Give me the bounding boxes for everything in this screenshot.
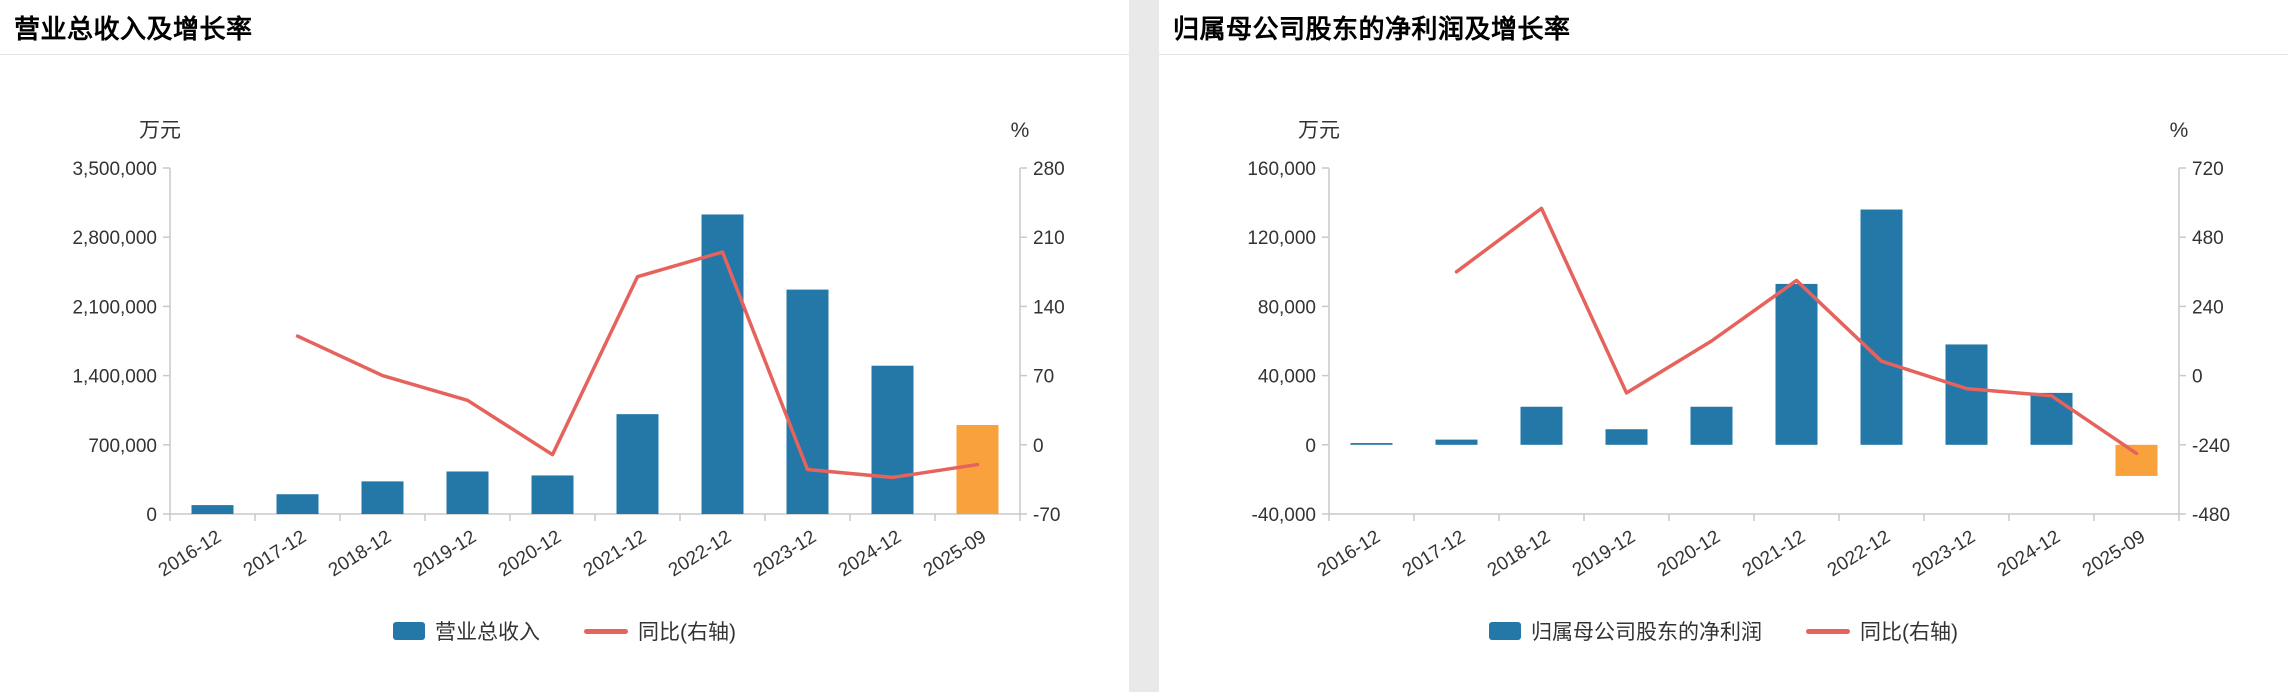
bar-2016-12[interactable]	[1350, 443, 1393, 445]
revenue-chart-legend: 营业总收入 同比(右轴)	[0, 611, 1129, 651]
bar-2022-12[interactable]	[1860, 209, 1903, 445]
legend-item-yoy[interactable]: 同比(右轴)	[1806, 616, 1958, 646]
x-axis-category-label: 2018-12	[1484, 526, 1554, 581]
x-axis-category-label: 2024-12	[835, 526, 905, 581]
bar-2022-12[interactable]	[701, 214, 744, 514]
line-swatch-icon	[584, 628, 628, 634]
bar-2021-12[interactable]	[1775, 283, 1818, 445]
x-axis-category-label: 2021-12	[580, 526, 650, 581]
growth-rate-line[interactable]	[1454, 206, 2139, 456]
right-axis-tick-label: -240	[2192, 436, 2230, 457]
left-axis-tick-label: 160,000	[1247, 159, 1316, 180]
x-axis-category-label: 2024-12	[1994, 526, 2064, 581]
revenue-chart-title: 营业总收入及增长率	[14, 13, 253, 44]
x-axis-category-label: 2023-12	[1909, 526, 1979, 581]
right-axis-tick-label: 70	[1033, 367, 1054, 388]
left-axis-tick-label: 700,000	[88, 436, 157, 457]
left-axis-tick-label: -40,000	[1252, 505, 1316, 526]
bar-swatch-icon	[1489, 622, 1521, 640]
left-axis-tick-label: 0	[1305, 436, 1316, 457]
x-axis-category-label: 2022-12	[1824, 526, 1894, 581]
x-axis-category-label: 2023-12	[750, 526, 820, 581]
bar-2025-09[interactable]	[956, 425, 999, 514]
line-swatch-icon	[1806, 628, 1850, 634]
x-axis-category-label: 2019-12	[1569, 526, 1639, 581]
bar-2020-12[interactable]	[531, 475, 574, 514]
left-axis-tick-label: 80,000	[1258, 297, 1316, 318]
x-axis-category-label: 2018-12	[325, 526, 395, 581]
legend-label-yoy: 同比(右轴)	[1860, 621, 1958, 644]
net-profit-chart-panel: 归属母公司股东的净利润及增长率 万元% -40,000 0 40,000 80,000 1…	[1159, 0, 2288, 692]
left-axis-tick-label: 0	[146, 505, 157, 526]
bar-2019-12[interactable]	[1605, 429, 1648, 445]
bar-2023-12[interactable]	[1945, 344, 1988, 445]
net-profit-chart-header: 归属母公司股东的净利润及增长率	[1159, 0, 2288, 55]
right-axis-tick-label: 480	[2192, 228, 2224, 249]
right-axis-tick-label: 140	[1033, 297, 1065, 318]
left-axis-tick-label: 2,800,000	[72, 228, 157, 249]
x-axis-category-label: 2025-09	[2079, 526, 2149, 581]
bar-2024-12[interactable]	[871, 365, 914, 514]
left-axis-tick-label: 3,500,000	[72, 159, 157, 180]
legend-item-net-profit[interactable]: 归属母公司股东的净利润	[1489, 616, 1762, 646]
left-axis-tick-label: 1,400,000	[72, 367, 157, 388]
net-profit-chart-legend: 归属母公司股东的净利润 同比(右轴)	[1159, 611, 2288, 651]
left-axis-unit-label: 万元	[1298, 119, 1340, 142]
x-axis-category-label: 2016-12	[1314, 526, 1384, 581]
legend-label-revenue: 营业总收入	[435, 621, 540, 644]
x-axis-category-label: 2021-12	[1739, 526, 1809, 581]
x-axis-category-label: 2022-12	[665, 526, 735, 581]
legend-label-net-profit: 归属母公司股东的净利润	[1531, 621, 1762, 644]
right-axis-tick-label: 240	[2192, 297, 2224, 318]
growth-rate-line[interactable]	[295, 250, 980, 480]
bar-2023-12[interactable]	[786, 289, 829, 514]
legend-label-yoy: 同比(右轴)	[638, 621, 736, 644]
x-axis-category-label: 2019-12	[410, 526, 480, 581]
left-axis-tick-label: 120,000	[1247, 228, 1316, 249]
left-axis-tick-label: 2,100,000	[72, 297, 157, 318]
right-axis-unit-label: %	[2170, 119, 2189, 142]
legend-item-revenue[interactable]: 营业总收入	[393, 616, 540, 646]
bar-2019-12[interactable]	[446, 471, 489, 514]
net-profit-chart: 万元 % -40,000 0 40,000 80,000 120,000 160,000 -48…	[1247, 119, 2230, 581]
x-axis-category-label: 2020-12	[1654, 526, 1724, 581]
bar-2021-12[interactable]	[616, 414, 659, 514]
revenue-chart-header: 营业总收入及增长率	[0, 0, 1129, 55]
x-axis-category-label: 2025-09	[920, 526, 990, 581]
bar-2018-12[interactable]	[1520, 406, 1563, 445]
bar-2024-12[interactable]	[2030, 392, 2073, 445]
right-axis-tick-label: 720	[2192, 159, 2224, 180]
x-axis-category-label: 2020-12	[495, 526, 565, 581]
right-axis-tick-label: -480	[2192, 505, 2230, 526]
left-axis-tick-label: 40,000	[1258, 367, 1316, 388]
revenue-chart: 万元 % 0 700,000 1,400,000 2,100,000 2,800,000 3,…	[72, 119, 1065, 581]
bar-2017-12[interactable]	[1435, 439, 1478, 445]
net-profit-chart-title: 归属母公司股东的净利润及增长率	[1173, 13, 1571, 44]
right-axis-tick-label: -70	[1033, 505, 1060, 526]
bar-2020-12[interactable]	[1690, 406, 1733, 445]
x-axis-category-label: 2016-12	[155, 526, 225, 581]
right-axis-tick-label: 280	[1033, 159, 1065, 180]
legend-item-yoy[interactable]: 同比(右轴)	[584, 616, 736, 646]
x-axis-category-label: 2017-12	[1399, 526, 1469, 581]
right-axis-unit-label: %	[1011, 119, 1030, 142]
bar-2017-12[interactable]	[276, 494, 319, 514]
revenue-chart-panel: 营业总收入及增长率 万元% 0 700,000 1,400,000 2,100,000 2…	[0, 0, 1129, 692]
bar-swatch-icon	[393, 622, 425, 640]
right-axis-tick-label: 0	[2192, 367, 2203, 388]
bar-2025-09[interactable]	[2115, 444, 2158, 476]
x-axis-category-label: 2017-12	[240, 526, 310, 581]
right-axis-tick-label: 210	[1033, 228, 1065, 249]
bar-2018-12[interactable]	[361, 481, 404, 514]
right-axis-tick-label: 0	[1033, 436, 1044, 457]
bar-2016-12[interactable]	[191, 505, 234, 514]
left-axis-unit-label: 万元	[139, 119, 181, 142]
